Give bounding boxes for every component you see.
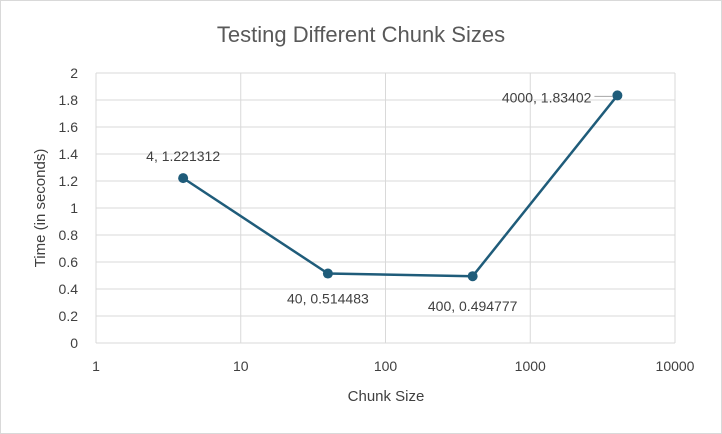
x-tick-label: 1000 (515, 358, 546, 374)
data-label: 400, 0.494777 (428, 298, 518, 314)
series-line (182, 94, 619, 278)
y-tick-label: 0.8 (59, 227, 79, 243)
y-axis-label: Time (in seconds) (32, 149, 49, 268)
y-tick-label: 1 (70, 200, 78, 216)
y-ticks: 0 0.2 0.4 0.6 0.8 1 1.2 1.4 1.6 1.8 2 (59, 65, 79, 351)
x-ticks: 1 10 100 1000 10000 (92, 358, 695, 374)
x-tick-label: 10000 (656, 358, 695, 374)
y-tick-label: 0.6 (59, 254, 79, 270)
series-group (178, 90, 623, 282)
y-tick-label: 1.8 (59, 92, 79, 108)
y-tick-label: 0 (70, 335, 78, 351)
data-point (322, 268, 333, 279)
grid (95, 72, 676, 344)
x-tick-label: 1 (92, 358, 100, 374)
x-axis-label: Chunk Size (348, 388, 425, 405)
y-tick-label: 1.6 (59, 119, 79, 135)
data-labels: 4, 1.221312 40, 0.514483 400, 0.494777 4000… (146, 89, 613, 314)
x-tick-label: 10 (233, 358, 249, 374)
y-tick-label: 0.4 (59, 281, 79, 297)
data-label: 40, 0.514483 (287, 291, 369, 307)
x-tick-label: 100 (374, 358, 398, 374)
data-label: 4000, 1.83402 (502, 89, 592, 105)
data-point (467, 271, 478, 282)
data-label: 4, 1.221312 (146, 148, 220, 164)
data-point (612, 90, 623, 101)
y-tick-label: 1.2 (59, 173, 79, 189)
data-point (178, 173, 189, 184)
chart-title: Testing Different Chunk Sizes (217, 22, 505, 47)
y-tick-label: 2 (70, 65, 78, 81)
y-tick-label: 0.2 (59, 308, 79, 324)
y-tick-label: 1.4 (59, 146, 79, 162)
